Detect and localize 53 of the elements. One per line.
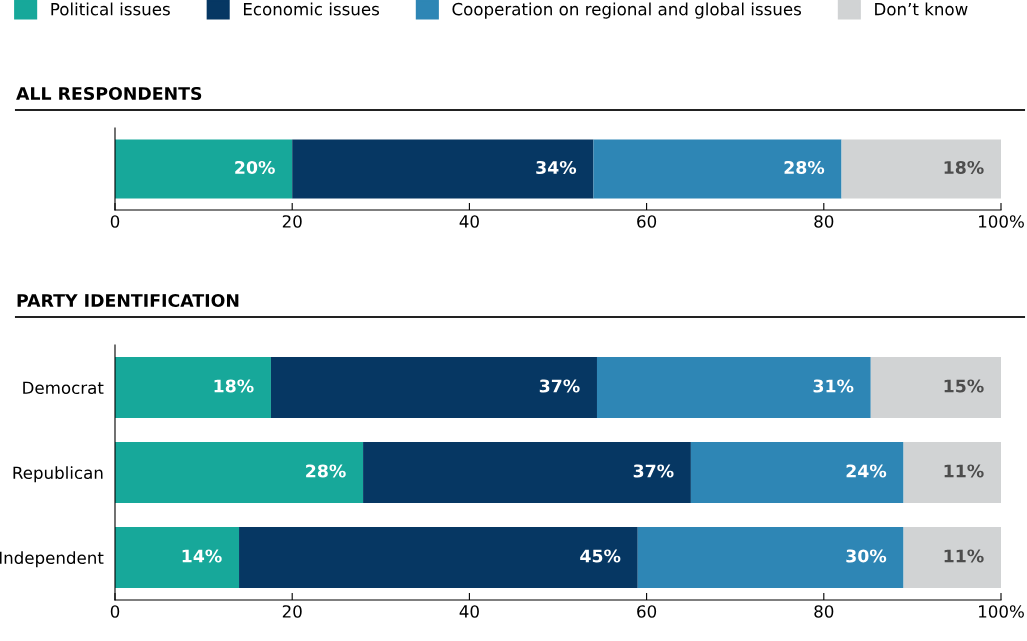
data-label: 31% <box>813 379 854 393</box>
y-tick-label: Independent <box>0 551 104 568</box>
legend-label: Cooperation on regional and global issues <box>452 2 802 19</box>
chart-title: ALL RESPONDENTS <box>16 86 202 101</box>
data-label: 18% <box>214 379 254 393</box>
bar <box>637 526 904 589</box>
x-tick-label: 40 <box>459 605 479 618</box>
legend-label: Political issues <box>51 2 170 16</box>
bar <box>903 441 1001 504</box>
data-label: 28% <box>306 464 346 478</box>
x-tick-label: 40 <box>459 215 479 228</box>
y-tick-label: Republican <box>13 466 103 483</box>
data-label: 11% <box>944 549 984 563</box>
data-label: 11% <box>944 464 984 478</box>
legend-label: Don’t know <box>875 2 968 16</box>
data-label: 14% <box>182 549 222 563</box>
y-tick-label: Democrat <box>23 381 104 395</box>
bar <box>596 356 871 419</box>
bar <box>115 139 293 199</box>
x-tick-label: 60 <box>637 215 657 228</box>
data-label: 37% <box>633 464 674 478</box>
bar <box>270 356 597 419</box>
bar <box>115 526 240 589</box>
x-tick-label: 80 <box>814 215 834 228</box>
data-label: 28% <box>784 160 825 175</box>
x-tick-label: 0 <box>110 605 120 618</box>
data-label: 45% <box>580 549 621 563</box>
legend-label: Economic issues <box>243 2 380 16</box>
x-tick-label: 20 <box>282 605 302 618</box>
data-label: 18% <box>944 160 984 175</box>
bar <box>292 139 594 199</box>
bar <box>841 139 1001 199</box>
chart-title: PARTY IDENTIFICATION <box>17 293 239 308</box>
x-tick-label: 100% <box>979 605 1024 618</box>
bar <box>903 526 1001 589</box>
bar <box>239 526 638 589</box>
data-label: 20% <box>235 160 275 175</box>
bar <box>115 441 364 504</box>
bar <box>593 139 842 199</box>
x-tick-label: 80 <box>814 605 834 618</box>
bar <box>115 356 271 419</box>
data-label: 15% <box>944 379 984 393</box>
bar <box>363 441 691 504</box>
x-tick-label: 60 <box>637 605 657 618</box>
x-tick-label: 100% <box>979 215 1024 228</box>
bar <box>690 441 904 504</box>
data-label: 30% <box>846 549 887 563</box>
x-tick-label: 20 <box>282 215 302 228</box>
data-label: 37% <box>539 379 580 393</box>
data-label: 24% <box>846 464 887 478</box>
bar <box>870 356 1001 419</box>
x-tick-label: 0 <box>110 215 120 228</box>
data-label: 34% <box>536 160 577 175</box>
